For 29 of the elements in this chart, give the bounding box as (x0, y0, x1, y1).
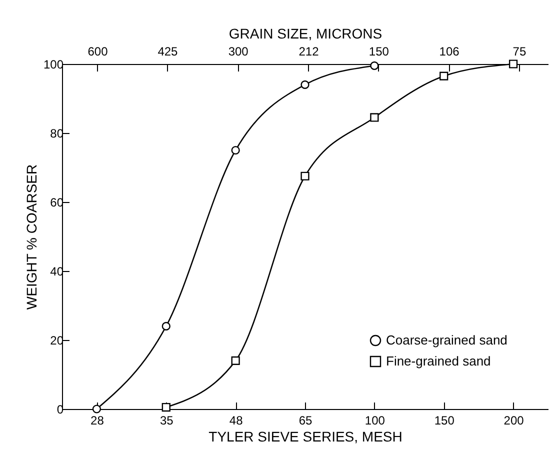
point (300, 172, 310, 180)
point (300, 80, 310, 89)
x2-tick-label: 212 (298, 44, 320, 58)
legend-label: Fine-grained sand (386, 354, 491, 368)
x-tick-label: 100 (364, 414, 386, 428)
point (162, 322, 170, 330)
x-tick-label: 65 (298, 414, 312, 428)
point (370, 61, 379, 70)
x-tick-label: 200 (504, 414, 524, 428)
point (231, 356, 240, 366)
point (231, 146, 240, 155)
x-tick-label: 48 (229, 414, 244, 428)
x2-tick-label: 425 (158, 44, 178, 58)
x2-tick-label: 150 (368, 44, 390, 58)
point (440, 72, 448, 80)
point (508, 60, 518, 68)
x-tick-label: 28 (90, 414, 104, 428)
x2-tick-label: 106 (439, 44, 460, 58)
x-axis-title: TYLER SIEVE SERIES, MESH (208, 428, 402, 444)
x2-tick-label: 600 (88, 44, 108, 58)
legend-label: Coarse-grained sand (386, 332, 508, 348)
x2-tick-label: 75 (512, 44, 526, 58)
point (92, 404, 102, 414)
x2-tick-label: 300 (228, 44, 249, 58)
x-tick-label: 35 (160, 414, 174, 428)
x-tick-label: 150 (434, 414, 455, 428)
point (370, 113, 379, 122)
x2-axis-title: GRAIN SIZE, MICRONS (228, 26, 382, 42)
y-axis-title: WEIGHT % COARSER (23, 164, 40, 310)
